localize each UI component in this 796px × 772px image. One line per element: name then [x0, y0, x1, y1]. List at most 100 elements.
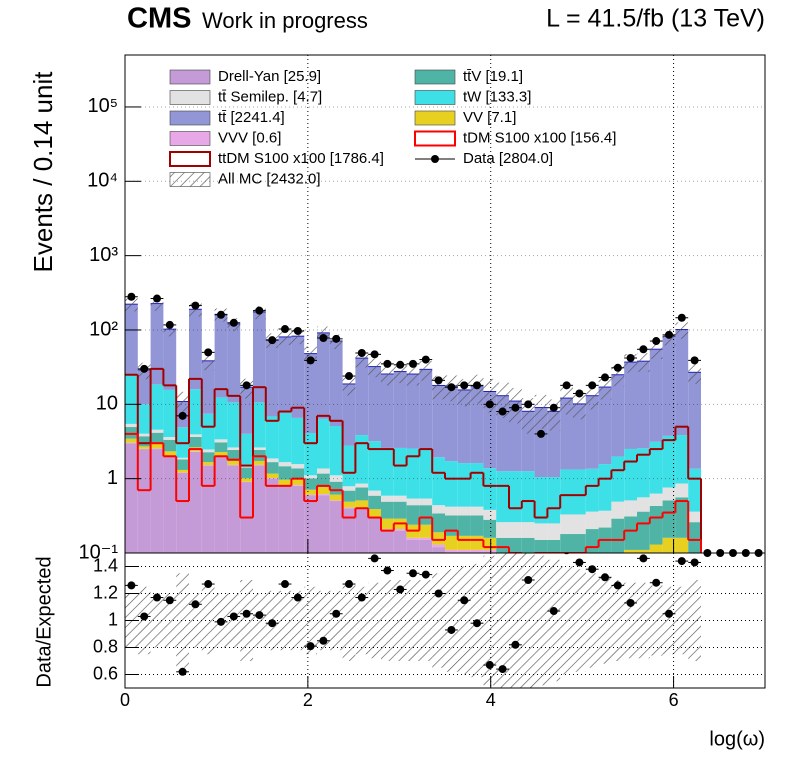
- y-tick-label: 10⁴: [87, 170, 118, 192]
- ratio-tick-label: 0.8: [93, 636, 118, 656]
- stack-bar: [368, 495, 381, 510]
- stack-bar: [393, 371, 407, 448]
- stack-bar: [393, 447, 407, 496]
- data-point: [153, 294, 161, 303]
- mc-uncertainty: [201, 353, 215, 371]
- stack-bar: [329, 425, 343, 476]
- stack-bar: [150, 432, 164, 444]
- data-point: [319, 334, 328, 343]
- stack-bar: [585, 511, 599, 530]
- data-point: [447, 383, 456, 392]
- data-point: [281, 325, 289, 334]
- ratio-point: [434, 589, 443, 598]
- ratio-uncertainty: [253, 593, 266, 648]
- data-point: [639, 345, 648, 354]
- data-point: [588, 381, 597, 390]
- stack-bar: [176, 457, 189, 460]
- ratio-point: [613, 581, 622, 590]
- stack-bar: [393, 501, 407, 519]
- data-point: [549, 403, 558, 412]
- ratio-point: [473, 619, 481, 628]
- stack-bar: [214, 456, 228, 553]
- stack-bar: [329, 501, 343, 553]
- stack-bar: [240, 467, 253, 479]
- ratio-point: [306, 642, 315, 651]
- stack-bar: [445, 549, 458, 553]
- stack-bar: [547, 477, 561, 524]
- legend-label: ttDM S100 x100 [1786.4]: [218, 150, 384, 167]
- stack-bar: [457, 506, 471, 516]
- ratio-uncertainty: [240, 580, 253, 661]
- stack-bar: [419, 539, 433, 553]
- stack-bar: [265, 339, 279, 417]
- data-point: [127, 292, 136, 301]
- stack-bar: [342, 507, 356, 509]
- stack-bar: [355, 358, 369, 436]
- stack-bar: [125, 304, 138, 375]
- legend-label: tt̄ Semilep. [4.7]: [218, 88, 322, 105]
- ratio-point: [255, 611, 264, 620]
- stack-bar: [265, 458, 279, 463]
- ratio-point: [293, 593, 302, 602]
- stack-bar: [278, 462, 292, 467]
- stack-bar: [265, 473, 279, 479]
- mc-uncertainty: [560, 387, 573, 415]
- stack-bar: [521, 522, 535, 538]
- stack-bar: [163, 439, 177, 452]
- legend-swatch: [169, 131, 211, 146]
- stack-bar: [214, 442, 228, 453]
- data-point: [434, 376, 443, 385]
- ratio-uncertainty: [637, 582, 650, 659]
- y-tick-label: 10⁻¹: [79, 541, 119, 563]
- stack-bar: [163, 456, 177, 553]
- stack-bar: [611, 456, 625, 502]
- stack-bar: [163, 389, 177, 438]
- ratio-point: [460, 596, 469, 605]
- mc-uncertainty: [393, 363, 407, 384]
- ratio-point: [690, 558, 699, 567]
- x-tick-label: 6: [669, 690, 679, 710]
- ratio-uncertainty: [521, 553, 535, 688]
- stack-bar: [227, 464, 241, 466]
- ratio-tick-label: 1.2: [93, 582, 118, 602]
- stack-bar: [342, 508, 356, 553]
- mc-uncertainty: [585, 386, 599, 410]
- stack-bar: [227, 323, 241, 403]
- stack-bar: [125, 443, 138, 553]
- data-point: [178, 411, 187, 420]
- ratio-point: [281, 580, 289, 589]
- legend-label: tt̄V [19.1]: [463, 68, 523, 85]
- stack-bar: [201, 452, 215, 463]
- stack-bar: [675, 483, 689, 498]
- data-point: [575, 389, 584, 398]
- stack-bar: [457, 549, 471, 553]
- stack-bar: [240, 387, 253, 434]
- stack-bar: [649, 505, 663, 545]
- ratio-uncertainty: [368, 582, 381, 659]
- stack-bar: [125, 427, 138, 439]
- stack-bar: [560, 534, 573, 553]
- data-point: [345, 372, 353, 381]
- stack-bar: [470, 463, 484, 507]
- stack-bar: [291, 485, 305, 553]
- ratio-point: [511, 640, 520, 649]
- legend-label: tDM S100 x100 [156.4]: [463, 129, 616, 146]
- ratio-point: [229, 612, 238, 621]
- data-point: [537, 429, 545, 438]
- stack-bar: [445, 515, 458, 536]
- stack-bar: [137, 446, 151, 449]
- stack-bar: [163, 437, 177, 440]
- stack-bar: [278, 336, 292, 413]
- data-point: [191, 301, 200, 310]
- y-tick-label: 10⁵: [87, 95, 118, 117]
- stack-bar: [317, 473, 330, 488]
- ratio-point: [268, 619, 277, 628]
- data-point: [473, 381, 481, 390]
- stack-bar: [291, 485, 305, 486]
- stack-bar: [381, 495, 394, 502]
- ratio-point: [498, 665, 507, 674]
- stack-bar: [329, 481, 343, 495]
- mc-uncertainty: [406, 365, 420, 386]
- stack-bar: [675, 497, 689, 538]
- ratio-point: [575, 558, 584, 567]
